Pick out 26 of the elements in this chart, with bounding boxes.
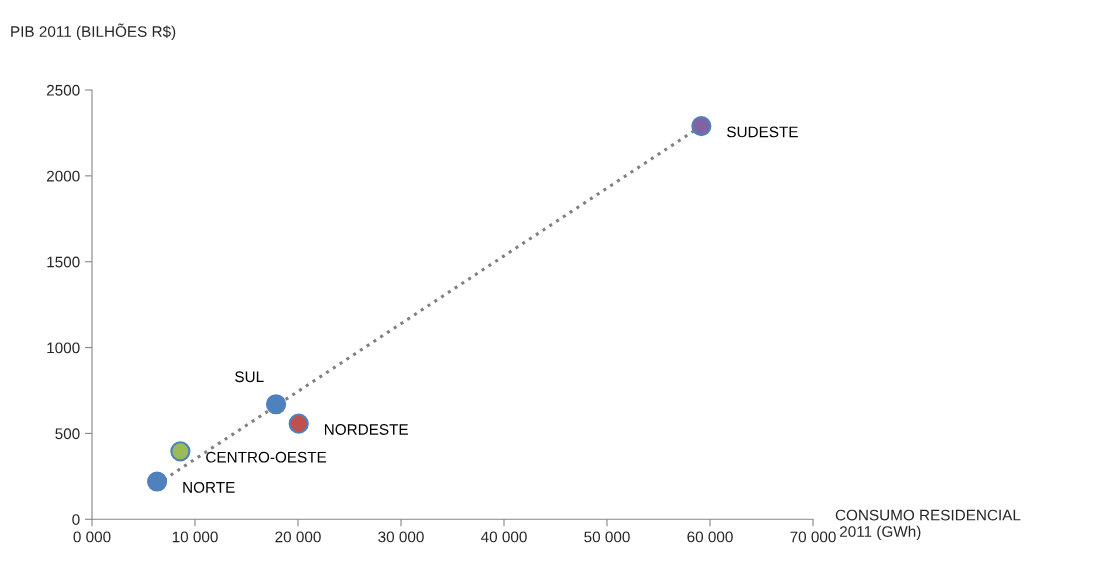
series-label: CENTRO-OESTE — [206, 451, 327, 463]
x-axis-title: CONSUMO RESIDENCIAL 2011 (GWh) — [835, 509, 1021, 540]
series-label: NORTE — [183, 481, 235, 493]
point — [147, 471, 168, 492]
x-tick-label: 70 000 — [790, 531, 836, 543]
x-tick-label: 0 000 — [73, 531, 111, 543]
y-tick-label: 1000 — [47, 342, 80, 354]
series-label: NORDESTE — [324, 424, 408, 435]
y-tick-label: 500 — [55, 428, 80, 440]
y-tick-label: 2500 — [46, 84, 80, 96]
x-tick-label: 40 000 — [480, 531, 527, 543]
point — [288, 413, 309, 434]
y-tick-label: 2000 — [46, 170, 80, 182]
point — [265, 394, 287, 415]
point — [170, 441, 191, 462]
x-tick-label: 30 000 — [378, 531, 424, 543]
y-axis-title: PIB 2011 (BILHÕES R$) — [11, 23, 176, 40]
series-label: SUDESTE — [727, 126, 798, 138]
series-label: SUL — [235, 371, 264, 383]
x-tick-label: 60 000 — [687, 531, 733, 543]
x-tick-label: 10 000 — [172, 531, 218, 543]
y-tick-label: 0 — [72, 514, 80, 525]
point — [691, 115, 712, 137]
y-tick-label: 1500 — [47, 256, 80, 268]
x-tick-label: 50 000 — [584, 531, 630, 543]
x-tick-label: 20 000 — [275, 531, 321, 543]
